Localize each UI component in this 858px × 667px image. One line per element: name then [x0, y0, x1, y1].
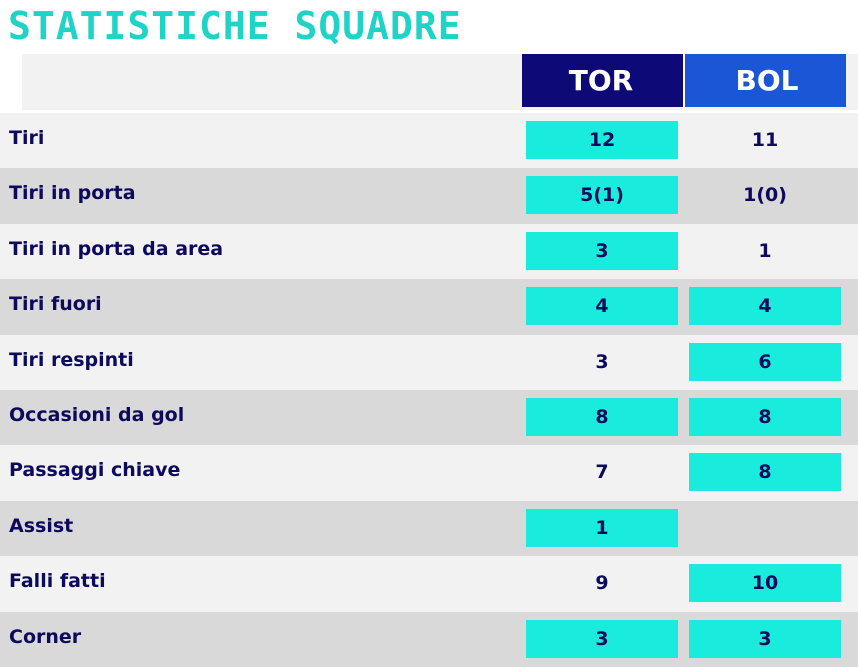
- stat-row: Passaggi chiave 7 8: [0, 445, 858, 501]
- stat-label: Occasioni da gol: [9, 403, 185, 426]
- stat-value-home: 3: [526, 231, 678, 270]
- stat-label: Falli fatti: [9, 570, 106, 593]
- stat-value-home: 3: [526, 619, 678, 658]
- stats-table: Tiri 12 11 Tiri in porta 5(1) 1(0) Tiri …: [0, 113, 858, 667]
- stat-value-home: 9: [595, 572, 609, 595]
- team-header-away: BOL: [688, 54, 846, 107]
- stat-label: Tiri in porta da area: [9, 237, 224, 260]
- stat-label: Tiri in porta: [9, 182, 136, 205]
- team-header-home: TOR: [522, 54, 680, 107]
- stat-label: Passaggi chiave: [9, 459, 181, 482]
- stat-row: Tiri 12 11: [0, 113, 858, 169]
- stat-value-away: 1: [758, 239, 772, 262]
- stat-row: Falli fatti 9 10: [0, 556, 858, 612]
- stat-value-away: 1(0): [743, 184, 787, 207]
- stat-value-away: 6: [689, 342, 841, 381]
- stat-row: Occasioni da gol 8 8: [0, 389, 858, 446]
- stat-row: Tiri in porta 5(1) 1(0): [0, 168, 858, 224]
- stat-value-away: [689, 509, 841, 547]
- stat-value-away: 4: [689, 287, 841, 326]
- stat-value-home: 1: [526, 508, 678, 547]
- stat-value-away: 8: [689, 453, 841, 492]
- stat-row: Corner 3 3: [0, 611, 858, 667]
- stat-label: Assist: [9, 514, 74, 537]
- stat-value-home: 12: [526, 121, 678, 159]
- stat-value-away: 11: [751, 129, 779, 151]
- stat-label: Tiri: [9, 127, 45, 149]
- team-header-divider: [680, 54, 688, 107]
- stat-value-away: 3: [689, 619, 841, 658]
- page-title: STATISTICHE SQUADRE: [8, 4, 462, 48]
- stat-label: Corner: [9, 625, 82, 648]
- stat-value-home: 3: [595, 350, 609, 373]
- stat-row: Tiri fuori 4 4: [0, 279, 858, 335]
- stat-row: Assist 1: [0, 500, 858, 557]
- stat-value-away: 10: [689, 564, 841, 603]
- stat-value-home: 5(1): [526, 176, 678, 215]
- stat-value-home: 7: [595, 461, 609, 484]
- stat-value-home: 4: [526, 287, 678, 326]
- stat-row: Tiri respinti 3 6: [0, 334, 858, 390]
- stat-value-home: 8: [526, 397, 678, 436]
- stat-row: Tiri in porta da area 3 1: [0, 223, 858, 280]
- stat-label: Tiri respinti: [9, 348, 134, 371]
- stat-value-away: 8: [689, 397, 841, 436]
- stat-label: Tiri fuori: [9, 293, 102, 316]
